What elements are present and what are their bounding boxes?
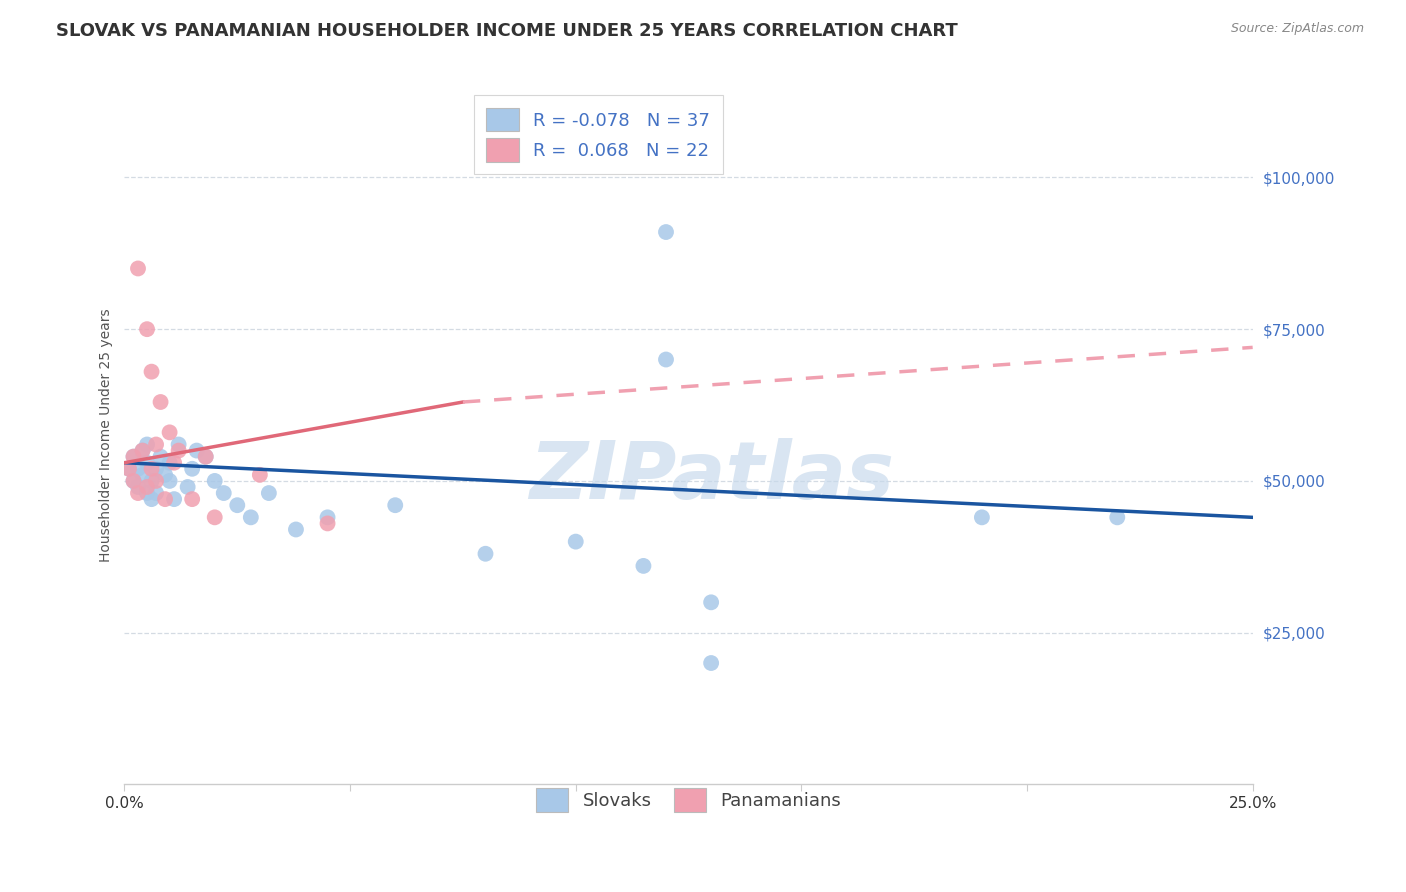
- Point: [176, 480, 198, 494]
- Point: [163, 456, 186, 470]
- Point: [153, 467, 176, 482]
- Point: [655, 225, 678, 239]
- Point: [194, 450, 217, 464]
- Point: [633, 558, 655, 573]
- Legend: Slovaks, Panamanians: Slovaks, Panamanians: [523, 776, 853, 824]
- Point: [127, 261, 149, 276]
- Point: [159, 456, 181, 470]
- Point: [204, 474, 226, 488]
- Point: [204, 510, 226, 524]
- Point: [127, 462, 149, 476]
- Point: [474, 547, 496, 561]
- Point: [136, 322, 159, 336]
- Point: [149, 395, 172, 409]
- Point: [249, 467, 271, 482]
- Point: [118, 462, 141, 476]
- Point: [131, 443, 153, 458]
- Point: [167, 437, 190, 451]
- Point: [122, 474, 145, 488]
- Point: [145, 486, 167, 500]
- Point: [136, 480, 159, 494]
- Point: [159, 474, 181, 488]
- Point: [970, 510, 993, 524]
- Point: [145, 437, 167, 451]
- Point: [127, 480, 149, 494]
- Point: [136, 486, 159, 500]
- Point: [655, 352, 678, 367]
- Point: [226, 498, 249, 512]
- Point: [136, 456, 159, 470]
- Point: [131, 443, 153, 458]
- Point: [257, 486, 280, 500]
- Point: [1107, 510, 1129, 524]
- Point: [181, 462, 204, 476]
- Point: [141, 462, 163, 476]
- Point: [181, 492, 204, 507]
- Point: [141, 365, 163, 379]
- Point: [118, 462, 141, 476]
- Text: ZIPatlas: ZIPatlas: [529, 438, 894, 516]
- Point: [316, 516, 339, 531]
- Point: [194, 450, 217, 464]
- Point: [163, 492, 186, 507]
- Point: [284, 523, 307, 537]
- Text: Source: ZipAtlas.com: Source: ZipAtlas.com: [1230, 22, 1364, 36]
- Point: [564, 534, 586, 549]
- Point: [122, 450, 145, 464]
- Point: [186, 443, 208, 458]
- Point: [153, 492, 176, 507]
- Point: [159, 425, 181, 440]
- Point: [212, 486, 235, 500]
- Point: [141, 474, 163, 488]
- Point: [145, 462, 167, 476]
- Point: [149, 450, 172, 464]
- Point: [131, 467, 153, 482]
- Point: [700, 656, 723, 670]
- Point: [700, 595, 723, 609]
- Point: [167, 443, 190, 458]
- Point: [239, 510, 262, 524]
- Point: [136, 437, 159, 451]
- Point: [122, 474, 145, 488]
- Point: [384, 498, 406, 512]
- Point: [122, 450, 145, 464]
- Point: [141, 492, 163, 507]
- Y-axis label: Householder Income Under 25 years: Householder Income Under 25 years: [100, 309, 114, 562]
- Point: [127, 486, 149, 500]
- Point: [316, 510, 339, 524]
- Text: SLOVAK VS PANAMANIAN HOUSEHOLDER INCOME UNDER 25 YEARS CORRELATION CHART: SLOVAK VS PANAMANIAN HOUSEHOLDER INCOME …: [56, 22, 957, 40]
- Point: [145, 474, 167, 488]
